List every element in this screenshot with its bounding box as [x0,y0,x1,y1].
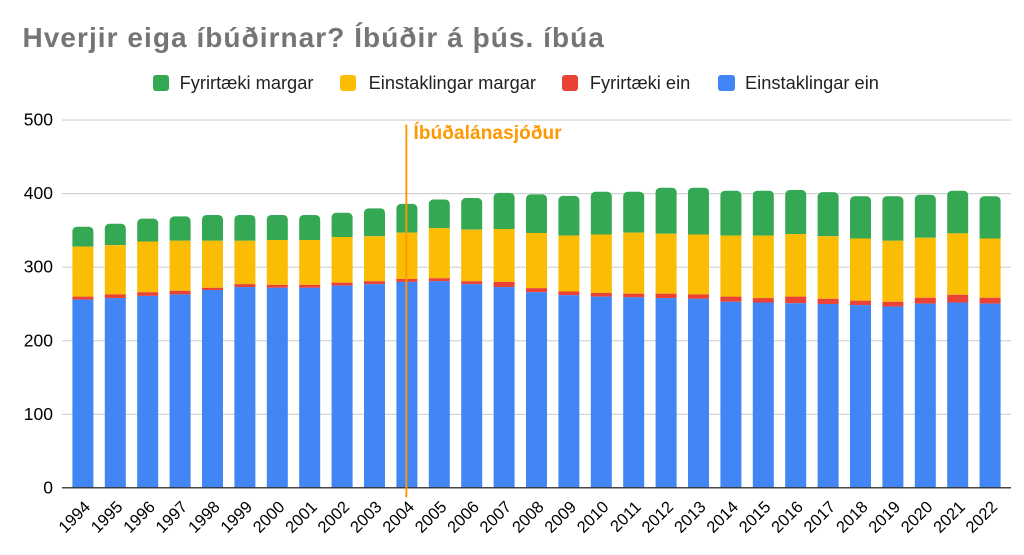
svg-text:2000: 2000 [250,498,289,537]
svg-text:1999: 1999 [217,498,256,537]
svg-text:2012: 2012 [639,498,678,537]
svg-text:1998: 1998 [185,498,224,537]
svg-text:2007: 2007 [477,498,516,537]
svg-text:2010: 2010 [574,498,613,537]
svg-text:2005: 2005 [412,498,451,537]
svg-text:300: 300 [24,257,53,277]
svg-text:2006: 2006 [444,498,483,537]
svg-text:500: 500 [24,110,53,130]
svg-text:2020: 2020 [898,498,937,537]
svg-text:2015: 2015 [736,498,775,537]
svg-text:2022: 2022 [963,498,1002,537]
svg-text:2021: 2021 [930,498,969,537]
svg-text:1994: 1994 [55,498,94,537]
svg-text:2004: 2004 [379,498,418,537]
svg-text:2014: 2014 [703,498,742,537]
svg-text:2017: 2017 [801,498,840,537]
svg-text:2018: 2018 [833,498,872,537]
svg-text:2001: 2001 [282,498,321,537]
svg-text:0: 0 [43,477,53,497]
svg-text:1997: 1997 [153,498,192,537]
svg-text:2003: 2003 [347,498,386,537]
svg-text:2008: 2008 [509,498,548,537]
svg-text:100: 100 [24,404,53,424]
svg-text:2002: 2002 [315,498,354,537]
svg-text:200: 200 [24,330,53,350]
svg-text:2009: 2009 [541,498,580,537]
svg-text:2019: 2019 [865,498,904,537]
svg-text:2011: 2011 [607,498,645,536]
svg-text:400: 400 [24,183,53,203]
svg-text:2013: 2013 [671,498,710,537]
svg-text:2016: 2016 [768,498,807,537]
svg-text:1996: 1996 [120,498,159,537]
svg-text:1995: 1995 [88,498,127,537]
